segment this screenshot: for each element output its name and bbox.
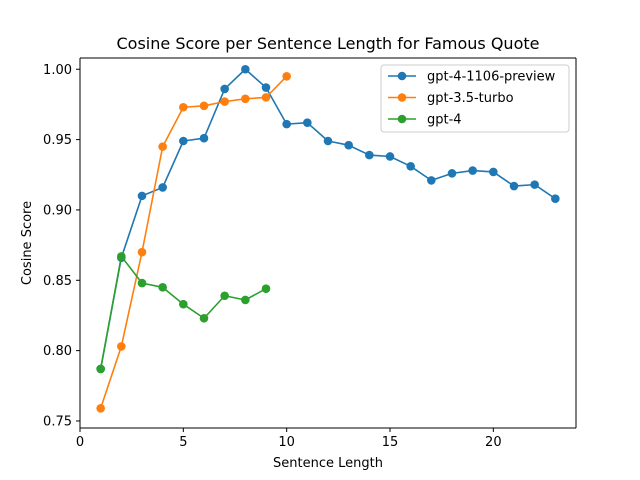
data-point: [220, 97, 229, 106]
data-point: [261, 83, 271, 92]
data-point: [137, 278, 147, 288]
y-tick-label: 0.90: [43, 203, 72, 218]
y-axis: 0.75 0.80 0.85 0.90 0.95 1.00: [43, 63, 80, 429]
y-tick-label: 0.95: [43, 133, 72, 148]
x-tick-label: 15: [382, 435, 399, 450]
x-axis: 0 5 10 15 20: [76, 428, 502, 450]
x-tick-label: 5: [179, 435, 187, 450]
y-axis-label: Cosine Score: [20, 201, 35, 285]
legend: gpt-4-1106-preview gpt-3.5-turbo gpt-4: [380, 64, 570, 133]
data-point: [199, 101, 209, 111]
data-point: [117, 342, 126, 351]
data-point: [489, 167, 498, 177]
data-point: [427, 176, 436, 185]
legend-marker: [397, 114, 407, 124]
y-tick-label: 0.75: [43, 414, 72, 429]
data-point: [199, 133, 209, 143]
series-line: [99, 75, 288, 409]
legend-label: gpt-4: [427, 113, 462, 128]
data-point: [199, 313, 209, 323]
data-point: [261, 284, 271, 294]
legend-marker: [397, 93, 407, 102]
legend-label: gpt-3.5-turbo: [427, 91, 514, 106]
x-axis-label: Sentence Length: [273, 456, 383, 471]
data-point: [509, 181, 519, 191]
data-point: [220, 291, 229, 301]
x-tick-label: 0: [76, 435, 84, 450]
data-point: [303, 118, 312, 128]
data-point: [220, 84, 229, 94]
data-point: [241, 295, 250, 305]
data-point: [406, 162, 415, 171]
y-tick-label: 1.00: [43, 63, 72, 78]
data-point: [282, 71, 291, 81]
x-tick-label: 10: [278, 435, 295, 450]
data-point: [241, 64, 250, 74]
data-point: [551, 194, 560, 203]
y-tick-label: 0.80: [43, 344, 72, 359]
data-point: [158, 183, 167, 192]
data-point: [323, 136, 333, 146]
series-layer: [96, 64, 560, 413]
chart-title: Cosine Score per Sentence Length for Fam…: [117, 34, 540, 53]
data-point: [385, 152, 395, 161]
data-point: [365, 150, 374, 160]
data-point: [117, 252, 126, 261]
data-point: [261, 93, 271, 102]
data-point: [158, 142, 167, 151]
data-point: [96, 404, 105, 413]
data-point: [158, 283, 167, 292]
data-point: [179, 102, 188, 112]
legend-label: gpt-4-1106-preview: [427, 70, 556, 85]
legend-marker: [397, 71, 407, 81]
data-point: [344, 140, 353, 150]
data-point: [447, 169, 457, 178]
x-tick-label: 20: [485, 435, 502, 450]
data-point: [468, 166, 477, 175]
data-point: [179, 299, 188, 309]
data-point: [96, 364, 105, 374]
legend-box: [380, 64, 570, 133]
data-point: [530, 180, 539, 189]
data-point: [241, 94, 250, 104]
data-point: [179, 136, 188, 146]
data-point: [282, 119, 291, 129]
data-point: [137, 191, 147, 201]
data-point: [137, 247, 147, 257]
y-tick-label: 0.85: [43, 274, 72, 289]
